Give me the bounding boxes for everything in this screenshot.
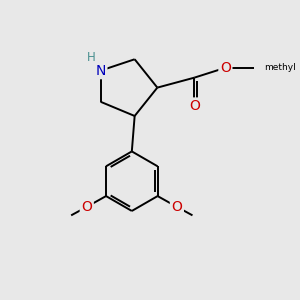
Text: N: N xyxy=(95,64,106,78)
Text: O: O xyxy=(171,200,182,214)
Text: O: O xyxy=(81,200,92,214)
Text: H: H xyxy=(87,51,96,64)
Text: O: O xyxy=(220,61,231,75)
Text: O: O xyxy=(189,99,200,113)
Text: methyl: methyl xyxy=(264,63,296,72)
